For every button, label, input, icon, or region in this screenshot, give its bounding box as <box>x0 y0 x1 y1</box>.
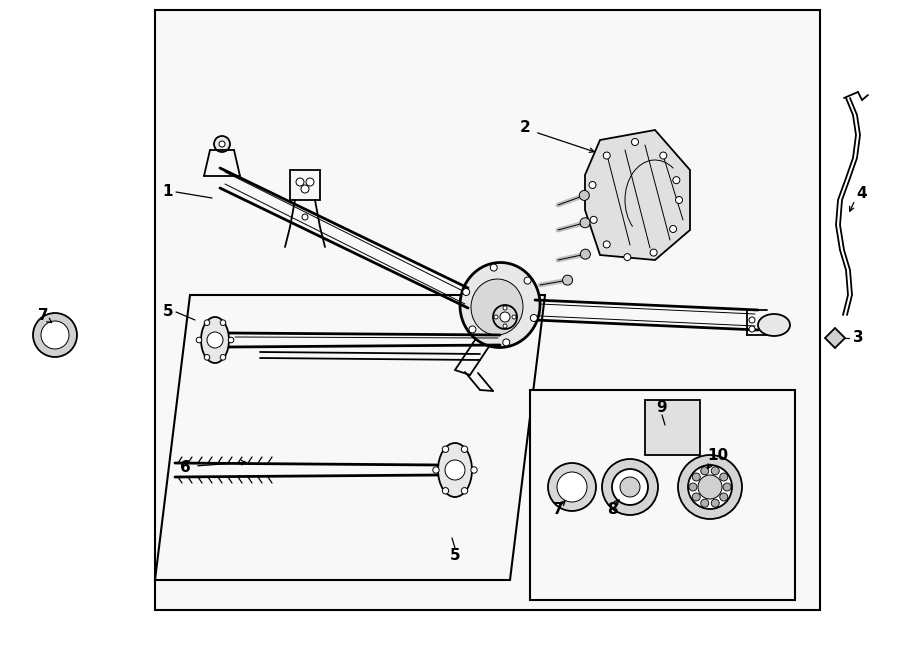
Circle shape <box>41 321 69 349</box>
Bar <box>530 390 795 600</box>
Circle shape <box>524 277 531 284</box>
Circle shape <box>204 354 210 360</box>
Circle shape <box>711 467 719 475</box>
Circle shape <box>530 315 537 321</box>
Text: 6: 6 <box>180 461 191 475</box>
Circle shape <box>580 190 590 200</box>
Circle shape <box>749 326 755 332</box>
Circle shape <box>723 483 731 491</box>
Circle shape <box>503 306 507 310</box>
Circle shape <box>442 488 449 494</box>
Circle shape <box>296 178 304 186</box>
Ellipse shape <box>471 279 523 335</box>
Circle shape <box>632 139 638 145</box>
Text: 4: 4 <box>857 186 868 200</box>
Circle shape <box>306 178 314 186</box>
Circle shape <box>219 141 225 147</box>
Circle shape <box>612 469 648 505</box>
Circle shape <box>302 214 308 220</box>
Circle shape <box>196 337 202 343</box>
Circle shape <box>220 354 226 360</box>
Text: 9: 9 <box>657 399 667 414</box>
Circle shape <box>720 473 728 481</box>
Circle shape <box>557 472 587 502</box>
Circle shape <box>620 477 640 497</box>
Circle shape <box>469 326 476 333</box>
Polygon shape <box>155 295 545 580</box>
Bar <box>155 10 820 610</box>
Circle shape <box>500 312 510 322</box>
Text: 7: 7 <box>553 502 563 518</box>
Circle shape <box>660 152 667 159</box>
Circle shape <box>491 264 497 271</box>
Circle shape <box>590 216 598 223</box>
Circle shape <box>503 324 507 328</box>
Text: 10: 10 <box>707 447 729 463</box>
Circle shape <box>493 305 517 329</box>
Circle shape <box>301 185 309 193</box>
Text: 5: 5 <box>450 547 460 563</box>
Circle shape <box>650 249 657 256</box>
Circle shape <box>689 483 697 491</box>
Circle shape <box>589 182 596 188</box>
Circle shape <box>720 493 728 501</box>
Circle shape <box>463 288 470 295</box>
Circle shape <box>512 315 516 319</box>
Ellipse shape <box>758 314 790 336</box>
Circle shape <box>749 317 755 323</box>
Circle shape <box>602 459 658 515</box>
Ellipse shape <box>438 443 472 497</box>
Text: 2: 2 <box>519 120 530 136</box>
Circle shape <box>701 467 708 475</box>
Circle shape <box>229 337 234 343</box>
Circle shape <box>670 225 677 233</box>
Circle shape <box>603 241 610 248</box>
Circle shape <box>698 475 722 499</box>
Circle shape <box>33 313 77 357</box>
Circle shape <box>445 460 465 480</box>
Circle shape <box>442 446 449 452</box>
Circle shape <box>624 254 631 260</box>
Text: 7: 7 <box>38 309 49 323</box>
Circle shape <box>673 176 680 184</box>
Circle shape <box>494 315 498 319</box>
Circle shape <box>204 320 210 325</box>
Ellipse shape <box>460 262 540 348</box>
Circle shape <box>562 275 572 285</box>
Circle shape <box>207 332 223 348</box>
Circle shape <box>471 467 477 473</box>
Bar <box>645 400 700 455</box>
Circle shape <box>548 463 596 511</box>
Circle shape <box>701 499 708 507</box>
Ellipse shape <box>201 317 229 363</box>
Circle shape <box>678 455 742 519</box>
Text: 1: 1 <box>163 184 173 200</box>
Circle shape <box>580 217 590 228</box>
Circle shape <box>676 196 682 204</box>
Circle shape <box>580 249 590 259</box>
Circle shape <box>214 136 230 152</box>
Text: 5: 5 <box>163 305 174 319</box>
Circle shape <box>688 465 732 509</box>
Circle shape <box>692 473 700 481</box>
Circle shape <box>433 467 439 473</box>
Circle shape <box>462 488 468 494</box>
Circle shape <box>603 152 610 159</box>
Text: 8: 8 <box>607 502 617 518</box>
Polygon shape <box>585 130 690 260</box>
Circle shape <box>462 446 468 452</box>
Circle shape <box>220 320 226 325</box>
Circle shape <box>711 499 719 507</box>
Text: 3: 3 <box>852 330 863 346</box>
Polygon shape <box>825 328 845 348</box>
Circle shape <box>692 493 700 501</box>
Circle shape <box>503 339 509 346</box>
